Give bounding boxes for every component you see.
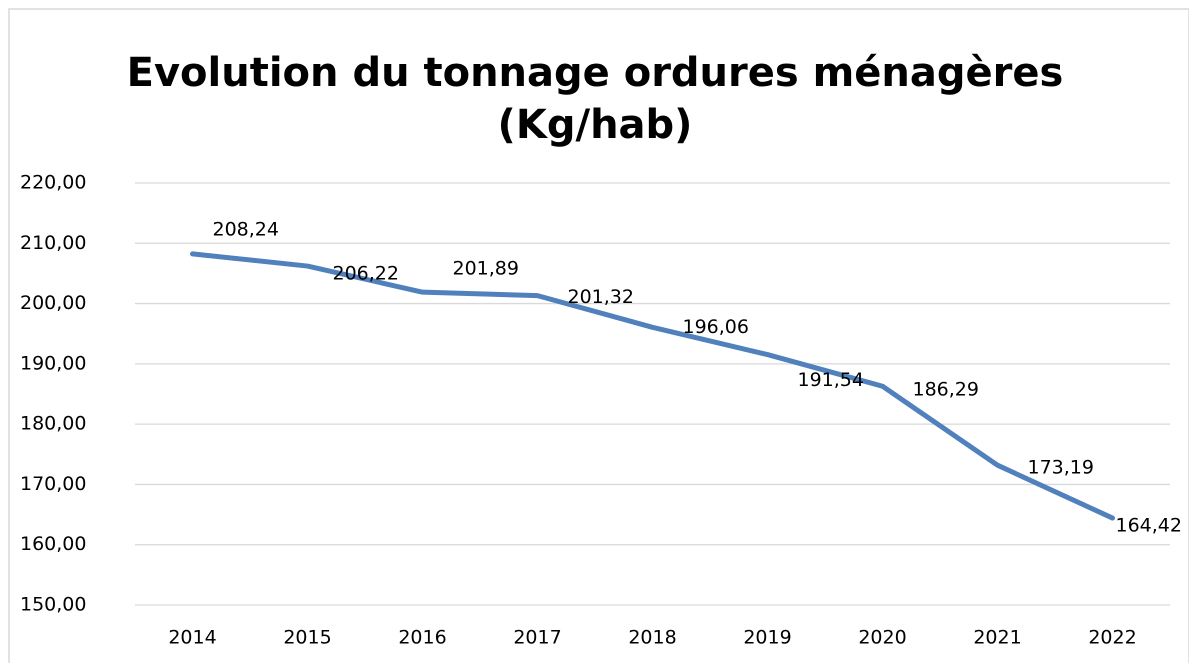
data-label: 206,22 (333, 263, 399, 285)
y-tick-label: 200,00 (20, 292, 86, 314)
y-tick-label: 160,00 (20, 533, 86, 555)
x-tick-label: 2017 (513, 627, 561, 649)
y-tick-label: 170,00 (20, 473, 86, 495)
data-label: 191,54 (798, 369, 864, 391)
x-tick-label: 2014 (168, 627, 216, 649)
data-label: 173,19 (1028, 457, 1094, 479)
data-label: 201,89 (453, 258, 519, 280)
data-label: 208,24 (213, 218, 279, 240)
data-label: 164,42 (1116, 515, 1182, 537)
x-tick-label: 2021 (973, 627, 1021, 649)
data-label: 186,29 (913, 379, 979, 401)
chart-title: (Kg/hab) (498, 102, 693, 148)
chart-title: Evolution du tonnage ordures ménagères (127, 50, 1064, 96)
x-tick-label: 2019 (743, 627, 791, 649)
x-tick-label: 2022 (1088, 627, 1136, 649)
y-tick-label: 220,00 (20, 172, 86, 194)
x-tick-label: 2015 (283, 627, 331, 649)
x-tick-label: 2020 (858, 627, 906, 649)
x-tick-label: 2016 (398, 627, 446, 649)
line (190, 251, 1115, 521)
data-label: 201,32 (568, 286, 634, 308)
chart-border (8, 8, 1189, 663)
y-tick-label: 180,00 (20, 413, 86, 435)
y-tick-label: 150,00 (20, 594, 86, 616)
y-tick-label: 190,00 (20, 352, 86, 374)
y-tick-label: 210,00 (20, 232, 86, 254)
x-tick-label: 2018 (628, 627, 676, 649)
data-label: 196,06 (683, 316, 749, 338)
